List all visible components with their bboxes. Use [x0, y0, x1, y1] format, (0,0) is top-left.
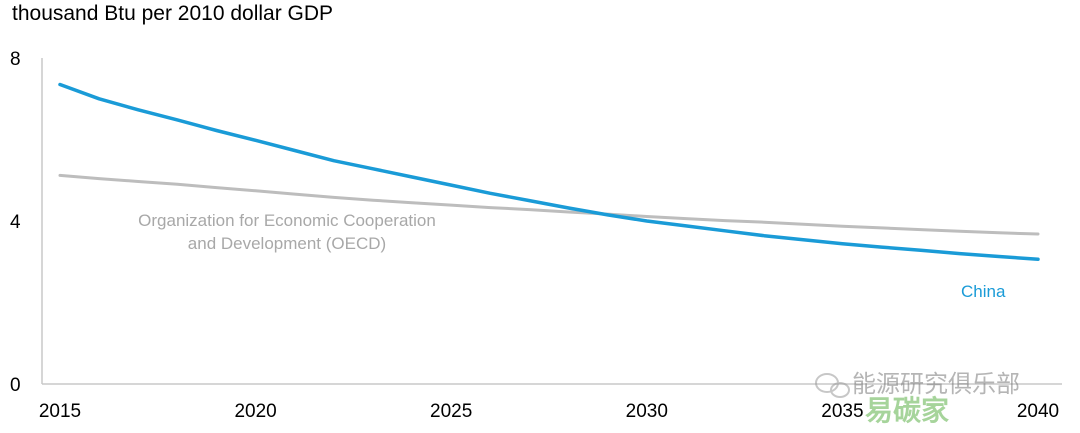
x-tick-label: 2035	[821, 401, 863, 422]
series-label-oecd-line: and Development (OECD)	[188, 234, 386, 253]
x-tick-label: 2030	[626, 401, 668, 422]
watermark-text: 能源研究俱乐部	[852, 370, 1020, 398]
series-label-oecd-line: Organization for Economic Cooperation	[138, 211, 436, 230]
y-tick-label: 8	[10, 49, 21, 70]
series-labels: China Organization for Economic Cooperati…	[138, 211, 1006, 301]
series-lines	[58, 82, 1040, 262]
x-tick-label: 2040	[1017, 401, 1059, 422]
series-line-china	[58, 82, 1040, 262]
series-label-china: China	[961, 282, 1006, 301]
y-tick-label: 4	[10, 212, 21, 233]
wechat-icon	[815, 373, 850, 398]
x-tick-label: 2015	[39, 401, 81, 422]
tick-labels: 0 4 8 2015 2020 2025 2030 2035 2040	[10, 49, 1059, 422]
axes	[41, 58, 1062, 385]
x-tick-label: 2025	[430, 401, 472, 422]
series-line-oecd	[58, 173, 1040, 236]
watermark-brand: 易碳家	[865, 394, 949, 427]
y-axis-title: thousand Btu per 2010 dollar GDP	[12, 2, 334, 25]
y-tick-label: 0	[10, 375, 21, 396]
x-tick-label: 2020	[234, 401, 276, 422]
watermark: 能源研究俱乐部 易碳家	[815, 370, 1020, 427]
